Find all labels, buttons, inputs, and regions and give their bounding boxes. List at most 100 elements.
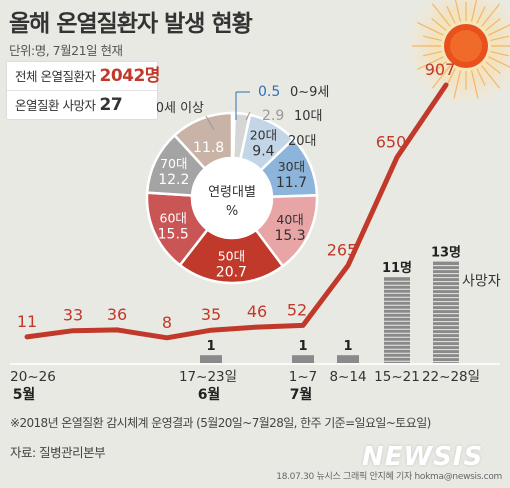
x-tick-label: 20~26 <box>10 369 56 385</box>
death-label: 온열질환 사망자 <box>15 98 96 113</box>
donut-slice-value: 9.4 <box>252 144 274 160</box>
sun-ray <box>470 70 479 99</box>
x-axis-labels: 20~26 17~23일 1~7 8~14 15~21 22~28일 <box>10 369 480 385</box>
death-value: 27 <box>99 95 123 115</box>
total-row: 전체 온열질환자 2042명 <box>7 62 160 90</box>
donut-hole <box>193 159 271 237</box>
total-value: 2042명 <box>99 66 160 86</box>
leader-line <box>245 111 251 121</box>
donut-ext-label: 20대 <box>288 134 317 149</box>
patient-line <box>24 82 449 341</box>
death-bar-rect <box>337 355 359 363</box>
x-tick-label: 22~28일 <box>422 369 480 385</box>
sun-ray <box>476 68 486 86</box>
donut-slice <box>178 227 285 285</box>
footnote: ※2018년 온열질환 감시체계 운영결과 (5월20일~7월28일, 한주 기… <box>10 416 431 430</box>
x-tick-label: 8~14 <box>329 369 366 385</box>
month-label: 7월 <box>290 386 313 403</box>
donut-slice-value: 20.7 <box>216 264 247 280</box>
sun-ray <box>481 65 501 89</box>
sun-ray <box>470 0 478 22</box>
point-label: 265 <box>327 240 358 259</box>
bar-series-label: 사망자 <box>462 274 501 290</box>
age-donut-chart: 20대9.430대11.740대15.350대20.760대15.570대12.… <box>145 111 319 285</box>
donut-slice-value: 15.5 <box>158 227 189 243</box>
total-label: 전체 온열질환자 <box>15 69 96 84</box>
bar-value-label: 13명 <box>431 245 461 261</box>
source: 자료: 질병관리본부 <box>10 445 106 460</box>
sun-ray <box>422 35 442 42</box>
point-label: 36 <box>107 305 127 324</box>
sun-ray <box>446 6 456 24</box>
bar-value-label: 11명 <box>382 260 412 276</box>
sun-ray <box>481 3 501 27</box>
donut-slice-value: 11.7 <box>276 175 307 191</box>
death-bar <box>200 355 222 363</box>
donut-slice-value: 12.2 <box>158 172 189 188</box>
donut-slice <box>172 111 234 171</box>
donut-slice-value: 11.8 <box>193 140 224 156</box>
death-bar <box>384 277 410 363</box>
donut-ext-label: 80세 이상 <box>147 101 204 116</box>
death-bar-rect <box>433 261 459 363</box>
death-bar-rect <box>292 355 314 363</box>
bar-value-label: 1 <box>206 339 215 354</box>
death-bar <box>433 261 459 363</box>
death-bars <box>200 261 459 363</box>
sun-ray <box>417 22 444 36</box>
point-label: 8 <box>162 313 172 332</box>
month-labels: 5월 6월 7월 <box>13 386 313 403</box>
patient-value-labels: 11 33 36 8 35 46 52 265 650 907 <box>17 60 455 332</box>
x-tick-label: 17~23일 <box>179 369 237 385</box>
donut-slice-name: 50대 <box>218 248 245 263</box>
bar-value-label: 1 <box>343 339 352 354</box>
sun-ray <box>431 3 451 27</box>
sun-ray <box>490 35 510 42</box>
point-label: 52 <box>287 300 307 319</box>
death-row: 온열질환 사망자 27 <box>7 90 157 119</box>
credit: 18.07.30 뉴시스 그래픽 안지혜 기자 hokma@newsis.com <box>276 472 502 482</box>
donut-slice-name: 60대 <box>160 211 187 226</box>
sun-ray <box>422 50 442 57</box>
x-tick-label: 15~21 <box>374 369 420 385</box>
sun-ray <box>488 56 510 68</box>
donut-ext-label: 10대 <box>294 109 323 124</box>
donut-slice-name: 30대 <box>278 159 305 174</box>
donut-outside-labels: 0.5 0~9세 2.9 10대 20대 80세 이상 <box>147 84 329 149</box>
sun-ray <box>431 61 447 74</box>
donut-center-label: 연령대별 <box>208 185 256 200</box>
donut-slice-value: 15.3 <box>275 228 306 244</box>
donut-slice-name: 70대 <box>160 156 187 171</box>
donut-slice-name: 40대 <box>276 212 303 227</box>
point-label: 650 <box>376 132 407 151</box>
sun-ray <box>417 56 444 70</box>
summary-box: 전체 온열질환자 2042명 온열질환 사망자 27 <box>7 62 160 119</box>
sun-ray <box>488 24 510 36</box>
page-title: 올해 온열질환자 발생 현황 <box>9 11 253 37</box>
donut-ext-value: 0.5 <box>258 84 280 100</box>
point-label: 33 <box>63 306 83 325</box>
sun-ray <box>453 70 462 99</box>
death-bar <box>292 355 314 363</box>
point-label: 11 <box>17 312 37 331</box>
newsis-logo: NEWSIS <box>362 442 484 472</box>
donut-ext-value: 2.9 <box>262 108 284 124</box>
death-bar-rect <box>384 277 410 363</box>
sun-ray <box>446 68 456 86</box>
sun-ray <box>431 18 447 31</box>
donut-ext-label: 0~9세 <box>290 85 329 100</box>
point-label: 35 <box>201 305 221 324</box>
donut-slice-name: 20대 <box>250 128 277 143</box>
sun-ray <box>485 18 501 31</box>
sun-ray <box>431 65 451 89</box>
sun-ray <box>485 61 501 74</box>
bar-value-label: 1 <box>298 339 307 354</box>
x-tick-label: 1~7 <box>289 369 318 385</box>
month-label: 6월 <box>198 386 221 403</box>
sun-ray <box>454 0 462 22</box>
point-label: 46 <box>247 302 267 321</box>
sun-icon <box>404 0 510 108</box>
page-subtitle: 단위:명, 7월21일 현재 <box>9 43 123 58</box>
